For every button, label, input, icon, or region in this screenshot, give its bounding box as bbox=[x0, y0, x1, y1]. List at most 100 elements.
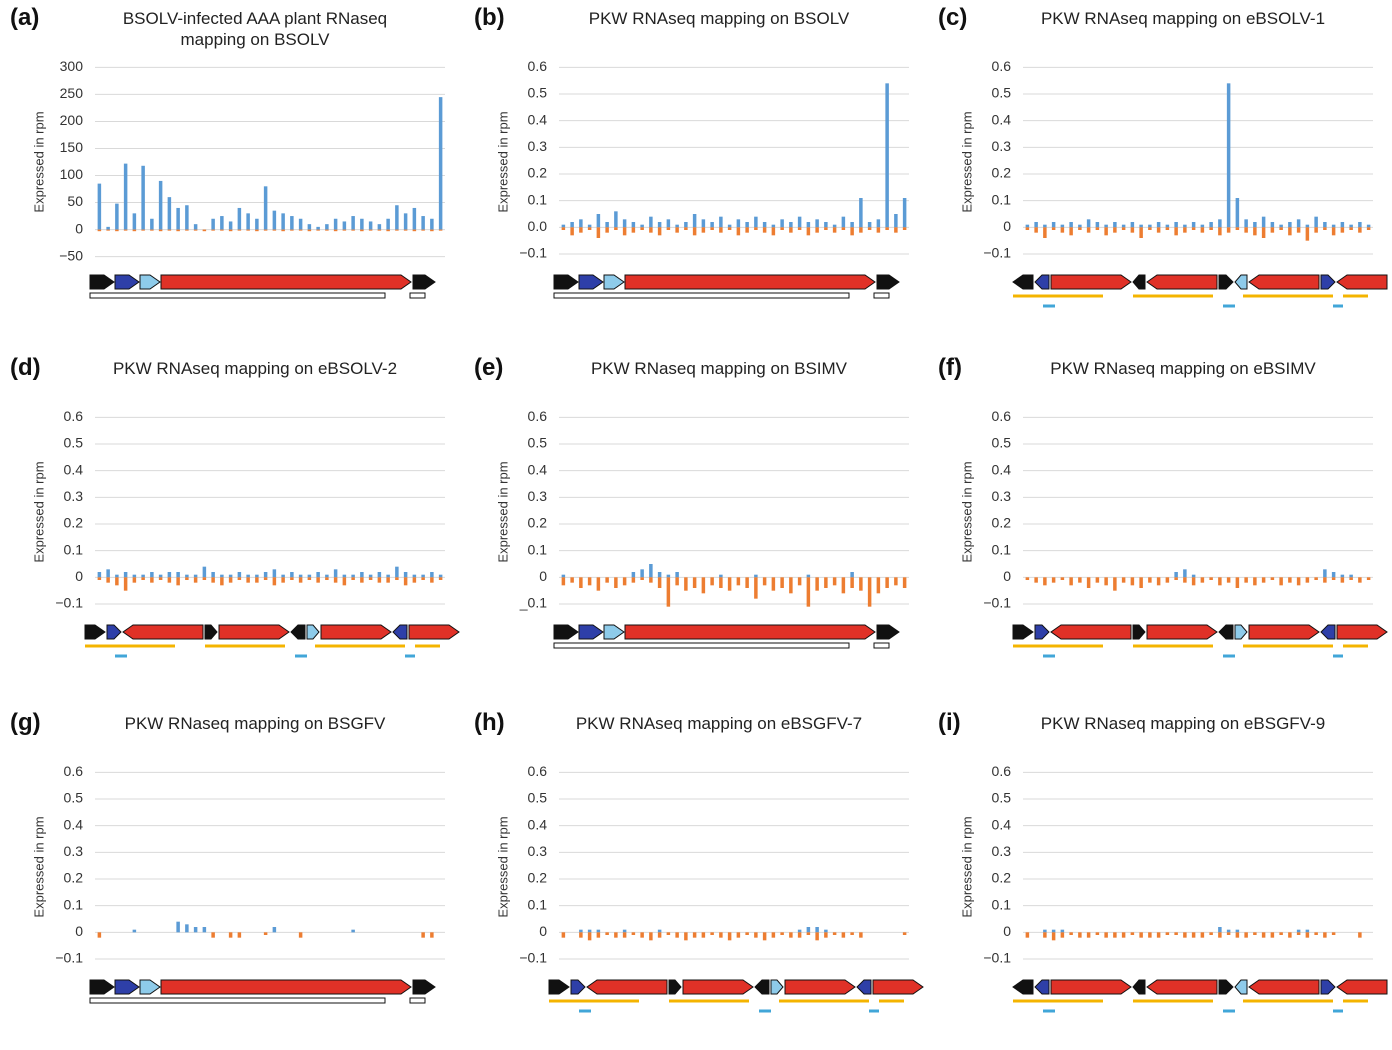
y-tick-label: 0.5 bbox=[992, 790, 1012, 806]
y-tick-label: 0.3 bbox=[992, 488, 1012, 504]
bar bbox=[351, 577, 355, 580]
bar bbox=[395, 205, 399, 230]
bar bbox=[1218, 927, 1222, 933]
bar bbox=[754, 577, 758, 599]
bar bbox=[377, 229, 382, 231]
bar bbox=[255, 577, 259, 583]
bar bbox=[281, 229, 285, 232]
genome-feature bbox=[682, 979, 754, 995]
bar bbox=[1296, 577, 1301, 586]
bar bbox=[115, 229, 119, 232]
genome-map bbox=[89, 979, 436, 1004]
bar bbox=[894, 227, 898, 233]
bar bbox=[1261, 577, 1266, 583]
y-axis-label: Expressed in rpm bbox=[959, 461, 974, 562]
y-tick-label: −0.1 bbox=[519, 245, 547, 261]
bar bbox=[675, 224, 679, 228]
genome-feature bbox=[872, 979, 924, 995]
bar bbox=[1200, 227, 1205, 233]
bar bbox=[403, 213, 408, 230]
y-tick-label: 0.5 bbox=[64, 790, 84, 806]
bar bbox=[579, 929, 583, 933]
bar bbox=[1095, 222, 1100, 228]
bar bbox=[272, 577, 277, 586]
bar bbox=[701, 577, 706, 594]
bar bbox=[377, 577, 382, 583]
bar bbox=[1086, 932, 1091, 938]
bar bbox=[123, 572, 128, 578]
genome-feature bbox=[412, 979, 436, 995]
bar bbox=[1244, 227, 1248, 233]
bar bbox=[1191, 222, 1196, 228]
bar bbox=[438, 97, 443, 230]
bar bbox=[237, 572, 242, 578]
bar bbox=[1095, 577, 1100, 583]
chart-title: BSOLV-infected AAA plant RNaseq mapping … bbox=[122, 9, 388, 49]
y-tick-label: 0.6 bbox=[992, 763, 1012, 779]
chart: Expressed in rpm _0.1 0 0.1 0.2 0.3 0.4 0.5 0.6 bbox=[495, 408, 909, 649]
genome-feature bbox=[1218, 624, 1234, 640]
bar bbox=[202, 566, 207, 578]
y-tick-label: 0.2 bbox=[992, 165, 1012, 181]
bar bbox=[307, 577, 312, 580]
bar bbox=[1358, 577, 1362, 583]
genome-feature bbox=[856, 979, 872, 995]
bar bbox=[1244, 932, 1248, 938]
bar bbox=[736, 577, 741, 586]
bar bbox=[1051, 222, 1056, 228]
bar bbox=[1025, 932, 1030, 938]
bar bbox=[1191, 577, 1196, 586]
bar bbox=[1209, 932, 1213, 935]
bar bbox=[1069, 577, 1073, 586]
bar bbox=[360, 572, 364, 578]
bar bbox=[316, 577, 320, 583]
bar bbox=[1060, 224, 1065, 228]
bar bbox=[1331, 572, 1336, 578]
y-tick-label: 0.3 bbox=[64, 843, 84, 859]
bar bbox=[1218, 227, 1222, 236]
bar bbox=[657, 932, 662, 938]
bar bbox=[649, 227, 653, 233]
bar bbox=[1174, 577, 1178, 580]
bar bbox=[1086, 227, 1091, 233]
genome-box bbox=[553, 642, 850, 649]
genome-map bbox=[84, 624, 460, 658]
bar bbox=[614, 577, 618, 588]
bar bbox=[1244, 577, 1248, 583]
bar bbox=[640, 224, 644, 228]
bar bbox=[1051, 932, 1056, 941]
bar bbox=[1034, 222, 1038, 228]
bar bbox=[342, 221, 347, 230]
bar bbox=[290, 216, 294, 230]
y-tick-label: 0 bbox=[1003, 923, 1011, 939]
genome-feature bbox=[553, 624, 579, 640]
bar bbox=[202, 229, 207, 232]
bar bbox=[438, 229, 443, 231]
bar bbox=[228, 577, 233, 583]
bar bbox=[806, 227, 811, 236]
bar bbox=[325, 577, 329, 580]
bar bbox=[1314, 932, 1318, 935]
bar bbox=[797, 932, 802, 938]
bar bbox=[1323, 577, 1327, 583]
y-tick-label: 300 bbox=[60, 58, 84, 74]
y-tick-label: 0.1 bbox=[992, 541, 1012, 557]
bar bbox=[1025, 224, 1030, 228]
genome-feature bbox=[876, 274, 900, 290]
bar bbox=[631, 577, 636, 583]
bar bbox=[185, 577, 189, 580]
genome-box bbox=[873, 292, 890, 299]
genome-feature bbox=[624, 624, 876, 640]
bar bbox=[596, 932, 601, 938]
bar bbox=[430, 218, 434, 230]
bar bbox=[666, 219, 671, 228]
genome-feature bbox=[160, 274, 412, 290]
genome-feature bbox=[603, 274, 625, 290]
bar bbox=[614, 227, 618, 230]
bar bbox=[710, 577, 714, 586]
bar bbox=[211, 577, 215, 583]
bar bbox=[701, 227, 706, 233]
y-tick-label: 0.4 bbox=[992, 111, 1012, 127]
bar bbox=[850, 932, 854, 935]
genome-map bbox=[553, 274, 900, 299]
